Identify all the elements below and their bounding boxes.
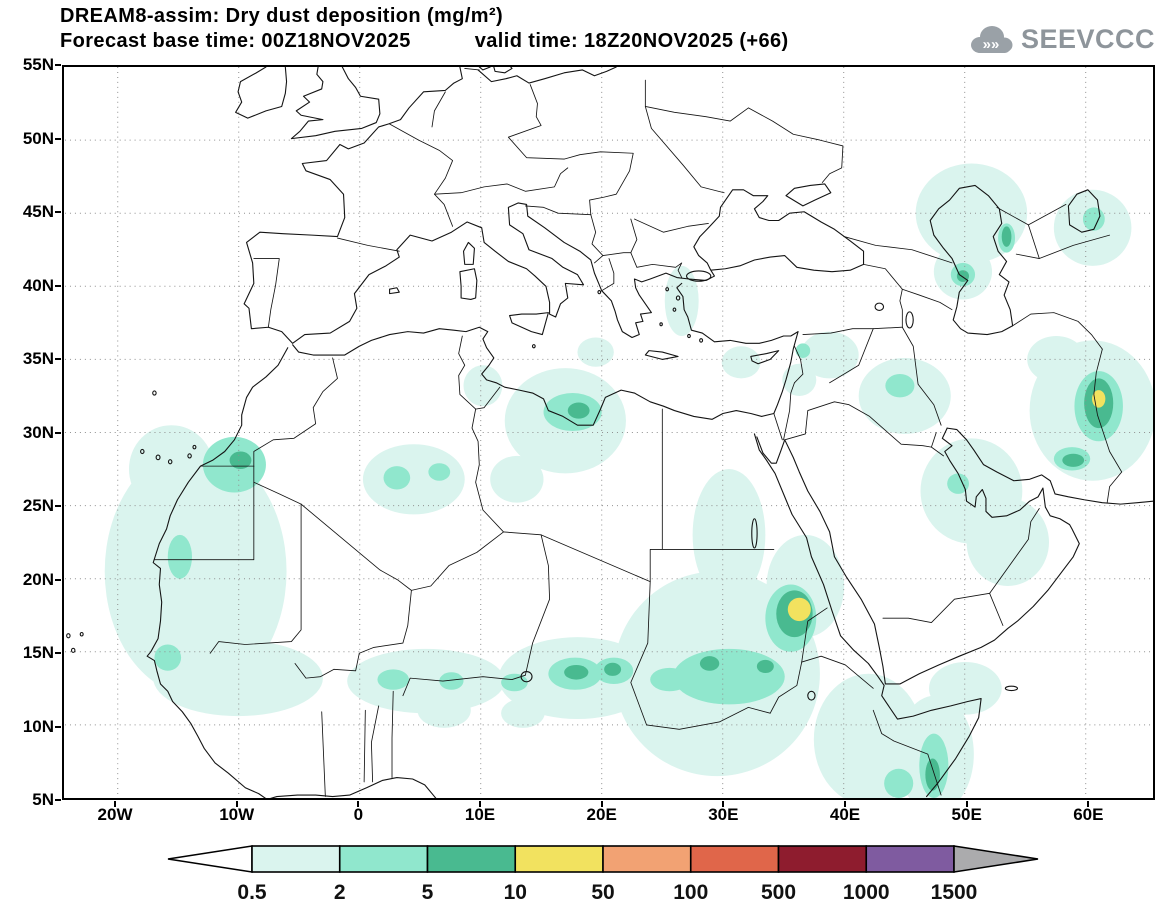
colorbar-legend: 0.5 2 5 10 50 100 500 1000 1500 bbox=[167, 845, 1039, 904]
colorbar-segment bbox=[251, 845, 341, 873]
colorbar-arrow-right bbox=[953, 845, 1039, 873]
colorbar-level-label: 2 bbox=[334, 881, 346, 904]
lon-tick-label: 20E bbox=[586, 805, 617, 824]
lon-tick-mark bbox=[235, 801, 238, 807]
lat-tick-mark bbox=[55, 137, 61, 140]
lat-tick-label: 10N bbox=[22, 716, 54, 736]
lat-tick-label: 55N bbox=[22, 55, 54, 74]
colorbar-level-label: 1500 bbox=[931, 881, 978, 904]
lat-tick-label: 35N bbox=[22, 349, 54, 368]
lon-tick-label: 60E bbox=[1073, 805, 1104, 824]
colorbar-level-label: 5 bbox=[422, 881, 434, 904]
dust-contour-layer bbox=[104, 163, 1153, 798]
lon-tick-label: 10W bbox=[219, 805, 255, 824]
lat-tick-mark bbox=[55, 505, 61, 507]
lon-tick-mark bbox=[479, 801, 482, 807]
title-block: DREAM8-assim: Dry dust deposition (mg/m²… bbox=[60, 4, 789, 54]
lon-tick-mark bbox=[722, 801, 725, 807]
cloud-icon: »» bbox=[970, 26, 1013, 53]
lon-tick-mark bbox=[600, 801, 603, 807]
lat-tick-mark bbox=[55, 431, 61, 434]
forecast-base-time: Forecast base time: 00Z18NOV2025 bbox=[60, 30, 411, 52]
figure-title: DREAM8-assim: Dry dust deposition (mg/m²… bbox=[60, 5, 504, 27]
colorbar-segment bbox=[777, 845, 868, 873]
lon-tick-mark bbox=[844, 801, 846, 807]
lon-tick-label: 10E bbox=[464, 805, 496, 824]
lakes bbox=[521, 303, 913, 700]
colorbar-segment bbox=[602, 845, 692, 873]
country-borders bbox=[154, 68, 1121, 796]
lat-tick-mark bbox=[55, 284, 61, 287]
lon-tick-mark bbox=[965, 801, 968, 807]
lat-tick-mark bbox=[55, 799, 61, 801]
lat-tick-mark bbox=[55, 211, 61, 213]
lat-tick-label: 15N bbox=[22, 643, 54, 662]
figure-subtitle: Forecast base time: 00Z18NOV2025 valid ti… bbox=[60, 29, 789, 54]
coastlines bbox=[67, 67, 1153, 798]
lon-tick-label: 20W bbox=[97, 805, 133, 824]
lat-tick-label: 40N bbox=[22, 275, 54, 295]
lon-tick-mark bbox=[357, 801, 360, 807]
lat-tick-label: 50N bbox=[22, 128, 54, 148]
colorbar-segment bbox=[514, 845, 604, 873]
colorbar-segment bbox=[426, 845, 517, 873]
lon-tick-label: 0 bbox=[353, 805, 364, 824]
seevccc-logo: »» SEEVCCC bbox=[966, 22, 1155, 56]
svg-text:»»: »» bbox=[983, 36, 1000, 53]
lat-tick-label: 25N bbox=[22, 496, 54, 515]
lon-tick-label: 50E bbox=[951, 805, 982, 824]
lat-tick-mark bbox=[55, 578, 61, 581]
colorbar-level-label: 1000 bbox=[843, 881, 890, 904]
colorbar-segment bbox=[338, 845, 429, 873]
lat-tick-label: 45N bbox=[22, 202, 54, 221]
lat-tick-label: 20N bbox=[22, 569, 54, 589]
coastline-layer bbox=[64, 67, 1153, 798]
lon-tick-mark bbox=[1087, 801, 1090, 807]
map-frame bbox=[62, 65, 1155, 800]
lat-tick-mark bbox=[55, 725, 61, 728]
colorbar-level-label: 100 bbox=[673, 881, 708, 904]
lon-tick-label: 40E bbox=[829, 805, 861, 824]
colorbar-segment bbox=[689, 845, 780, 873]
lat-tick-label: 30N bbox=[22, 422, 54, 442]
colorbar-level-label: 500 bbox=[761, 881, 796, 904]
colorbar-level-label: 50 bbox=[591, 881, 614, 904]
lat-tick-mark bbox=[55, 64, 61, 66]
lon-tick-label: 30E bbox=[708, 805, 739, 824]
colorbar-segment bbox=[865, 845, 955, 873]
valid-time: valid time: 18Z20NOV2025 (+66) bbox=[474, 30, 789, 52]
lat-tick-mark bbox=[55, 652, 61, 654]
colorbar-level-label: 10 bbox=[504, 881, 527, 904]
lat-tick-label: 5N bbox=[32, 790, 54, 809]
logo-text: SEEVCCC bbox=[1020, 23, 1155, 54]
colorbar-arrow-left bbox=[167, 845, 253, 873]
lon-tick-mark bbox=[114, 801, 117, 807]
lat-tick-mark bbox=[55, 358, 61, 360]
colorbar-level-label: 0.5 bbox=[237, 881, 267, 904]
